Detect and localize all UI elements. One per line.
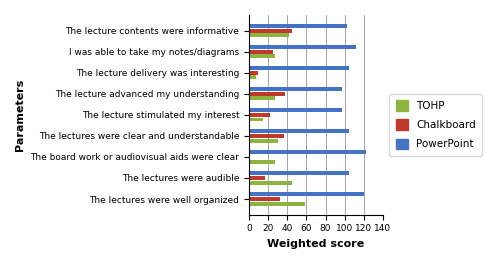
- Bar: [249, 50, 273, 54]
- Bar: [249, 117, 264, 121]
- Bar: [249, 92, 286, 96]
- Bar: [249, 192, 364, 196]
- Bar: [249, 134, 284, 138]
- Bar: [249, 24, 346, 28]
- Bar: [249, 66, 350, 70]
- Bar: [249, 76, 256, 79]
- Legend: TOHP, Chalkboard, PowerPoint: TOHP, Chalkboard, PowerPoint: [390, 94, 482, 156]
- Bar: [249, 176, 266, 180]
- Bar: [249, 139, 278, 143]
- Bar: [249, 71, 258, 75]
- Bar: [249, 54, 275, 58]
- Bar: [249, 202, 304, 206]
- Y-axis label: Parameters: Parameters: [15, 79, 25, 151]
- Bar: [249, 129, 350, 133]
- Bar: [249, 171, 350, 175]
- Bar: [249, 197, 280, 201]
- Bar: [249, 33, 290, 37]
- Bar: [249, 29, 292, 33]
- Bar: [249, 108, 342, 112]
- Bar: [249, 45, 356, 49]
- Bar: [249, 87, 342, 91]
- Bar: [249, 160, 275, 164]
- Bar: [249, 96, 275, 100]
- Bar: [249, 150, 366, 154]
- Bar: [249, 113, 270, 117]
- Bar: [249, 181, 292, 185]
- X-axis label: Weighted score: Weighted score: [268, 239, 364, 249]
